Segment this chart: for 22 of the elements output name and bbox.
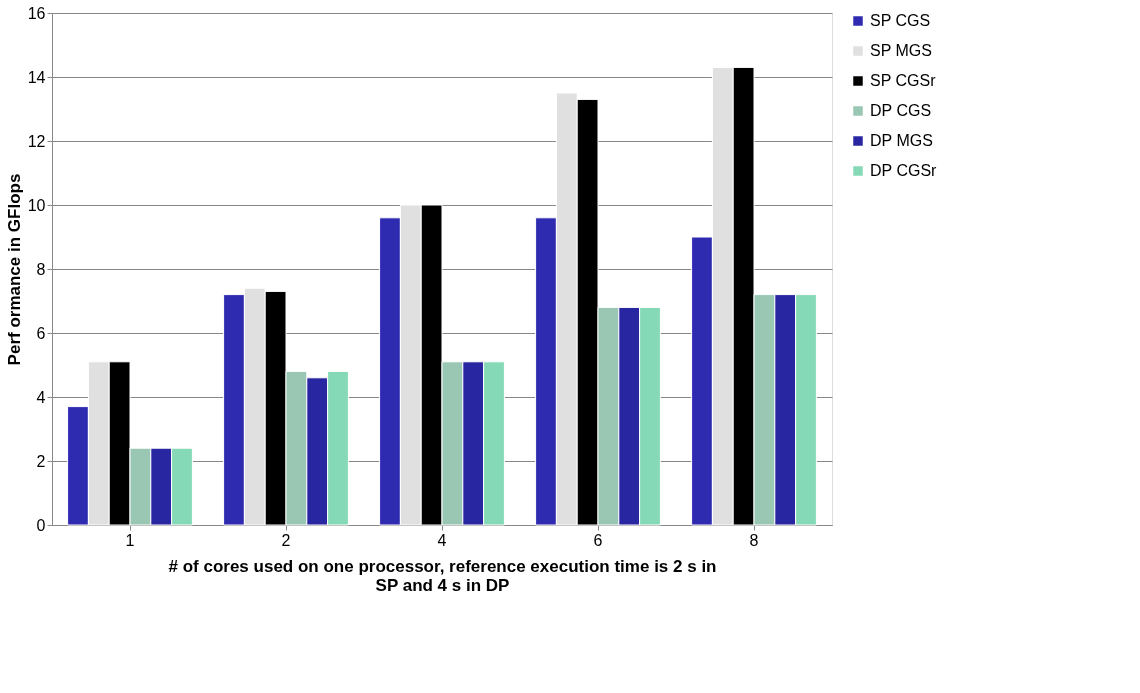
legend-label: SP MGS	[870, 42, 932, 59]
y-tick-label: 8	[36, 260, 46, 278]
y-tick-label: 14	[27, 68, 46, 86]
y-tick-label: 0	[36, 516, 46, 534]
legend-label: DP CGS	[870, 102, 932, 119]
y-tick-label: 4	[36, 388, 46, 406]
legend-label: SP CGSr	[870, 72, 937, 89]
y-tick-label: 10	[27, 196, 46, 214]
x-tick-label: 8	[749, 531, 759, 549]
x-tick-label: 1	[125, 531, 135, 549]
x-tick-label: 4	[437, 531, 447, 549]
y-tick-label: 12	[27, 132, 46, 150]
y-tick-label: 2	[36, 452, 46, 470]
x-tick-label: 6	[593, 531, 603, 549]
y-tick-label: 6	[36, 324, 46, 342]
legend-label: DP CGSr	[870, 162, 938, 179]
y-axis-title: Perf ormance in GFlops	[4, 173, 24, 366]
x-axis-title: # of cores used on one processor, reference execution time is 2 s in SP and 4 s in DP	[168, 556, 717, 595]
legend-label: SP CGS	[870, 12, 931, 29]
x-tick-label: 2	[281, 531, 291, 549]
y-tick-label: 16	[27, 4, 46, 22]
legend-label: DP MGS	[870, 132, 933, 149]
